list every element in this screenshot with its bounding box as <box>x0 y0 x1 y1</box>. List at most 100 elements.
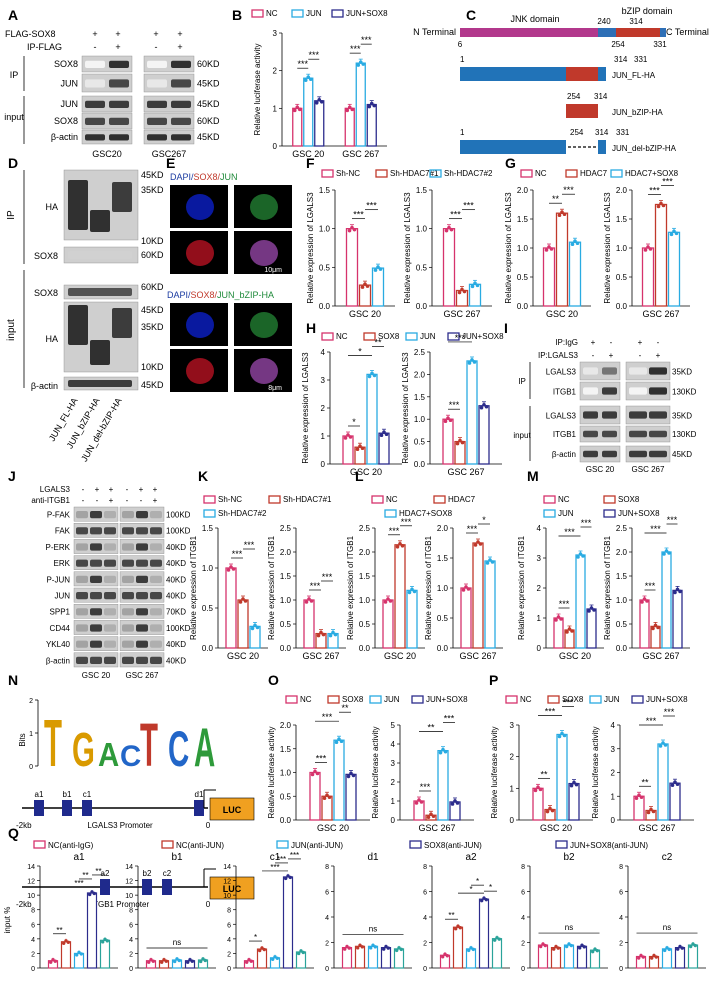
chart-g1-bar <box>542 247 556 307</box>
chart-h2-xlabel: GSC 267 <box>447 467 484 477</box>
j-band <box>150 608 162 616</box>
c-construct-name: JUN_del-bZIP-HA <box>612 144 677 153</box>
chart-f2-point <box>449 227 454 232</box>
c-jnk-label: JNK domain <box>510 14 559 24</box>
chart-h1-point <box>370 371 374 376</box>
a-band <box>85 60 105 68</box>
chart-l2-bar <box>460 587 472 649</box>
chart-h1-sig: * <box>352 417 356 427</box>
chart-k1-ylabel: Relative expression of ITGB1 <box>189 535 198 640</box>
chart-b-point <box>347 105 352 110</box>
q-legend-swatch <box>276 840 289 849</box>
chart-g1-point <box>570 242 575 246</box>
j-band <box>104 656 116 664</box>
a-sign: - <box>155 42 158 52</box>
chart-o1-tick-label: 1.5 <box>280 745 292 754</box>
a-group-ip: IP <box>10 70 19 80</box>
c-num: 254 <box>570 128 584 137</box>
j-band-label: P-ERK <box>46 543 71 552</box>
chart-o1-tick-label: 2.0 <box>280 721 292 730</box>
b-legend-label: NC <box>266 9 278 18</box>
a-band <box>109 79 129 88</box>
chart-g1-tick-label: 0.5 <box>517 273 529 282</box>
e-nucleus <box>250 240 278 266</box>
i-blot <box>579 381 621 401</box>
j-band <box>76 608 88 616</box>
q-point <box>190 959 194 963</box>
q-tick-label: 4 <box>521 915 525 922</box>
chart-p1-sig: *** <box>563 698 574 708</box>
q-sub-title: a2 <box>465 852 477 863</box>
j-size: 40KD <box>166 640 186 649</box>
c-bzip-only <box>566 104 598 118</box>
e-scale-1: 10μm <box>264 267 282 274</box>
q-tick-label: 8 <box>31 908 35 915</box>
j-band-label: β-actin <box>46 656 70 665</box>
n-site-label: c1 <box>83 790 92 799</box>
j-band <box>104 624 116 632</box>
j-band <box>104 511 116 519</box>
q-point <box>262 947 266 952</box>
q-tick-label: 10 <box>125 893 133 900</box>
chart-o1: 0.0 0.5 1.0 1.5 2.0 Relative luciferase activ… <box>267 703 370 833</box>
j-band-label: P-JUN <box>46 575 70 584</box>
chart-o2-point <box>431 814 436 819</box>
chart-p1-tick-label: 2 <box>510 753 515 762</box>
chart-g1-xlabel: GSC 20 <box>546 309 578 319</box>
d-label: SOX8 <box>34 251 58 261</box>
chart-o1-point <box>334 740 339 744</box>
chart-o1-ylabel: Relative luciferase activity <box>267 726 276 818</box>
q-tick-label: 2 <box>31 951 35 958</box>
chart-g2-tick-label: 0.5 <box>616 273 628 282</box>
i-cell: GSC 267 <box>632 465 665 474</box>
chart-h1-bar <box>342 435 354 465</box>
n-site <box>34 800 44 816</box>
e-nucleus <box>250 194 278 220</box>
i-size: 130KD <box>672 430 697 439</box>
chart-h2-point <box>458 438 462 443</box>
chart-f2-tick-label: 1.5 <box>416 186 428 195</box>
g-legend-swatch <box>520 169 533 178</box>
chart-g2: 0.0 0.5 1.0 1.5 2.0 Relative expression of LG… <box>603 177 690 319</box>
chart-m2-point <box>673 590 677 595</box>
i-band <box>629 367 647 375</box>
chart-h1-xlabel: GSC 20 <box>350 467 382 477</box>
a-band-label: SOX8 <box>54 59 78 69</box>
chart-l2-tick-label: 2.0 <box>437 524 449 533</box>
q-legend-label: NC(anti-IgG) <box>48 841 94 850</box>
a-band <box>147 117 167 125</box>
n-tick-label: 1 <box>29 731 33 738</box>
q-tick-label: 0 <box>227 966 231 973</box>
i-band <box>602 387 617 395</box>
j-band <box>122 640 134 648</box>
chart-p2-bar <box>657 743 669 821</box>
chart-k2-ylabel: Relative expression of ITGB1 <box>267 535 276 640</box>
a-sign: - <box>94 42 97 52</box>
chart-p1-sig: *** <box>545 707 556 717</box>
a-sign: + <box>177 29 182 39</box>
e-title-1: DAPI/SOX8/JUN <box>170 172 238 182</box>
d-band <box>90 210 110 232</box>
q-point <box>88 892 92 897</box>
q-ylabel: input % <box>3 907 12 934</box>
chart-l2-point <box>473 543 478 547</box>
chart-h2-point <box>455 441 460 446</box>
chart-h2-tick-label: 0.5 <box>414 438 426 447</box>
chart-m1-point <box>587 609 591 613</box>
j-band <box>150 543 162 551</box>
a-band <box>109 100 129 108</box>
j-band <box>90 640 102 648</box>
chart-p2-bar <box>669 782 681 821</box>
chart-f2-bar <box>442 228 456 307</box>
chart-f2-point <box>460 287 464 292</box>
chart-f1-point <box>365 284 370 288</box>
q-sig: ** <box>448 911 454 920</box>
chart-f2-ylabel: Relative expression of LGALS3 <box>403 192 412 304</box>
chart-p2-bar <box>633 795 645 821</box>
j-size: 40KD <box>166 543 186 552</box>
chart-g1-point <box>560 210 564 214</box>
q-tick-label: 8 <box>619 864 623 871</box>
q-point <box>147 960 151 964</box>
q-bar <box>99 939 111 969</box>
q-bar <box>550 946 562 969</box>
